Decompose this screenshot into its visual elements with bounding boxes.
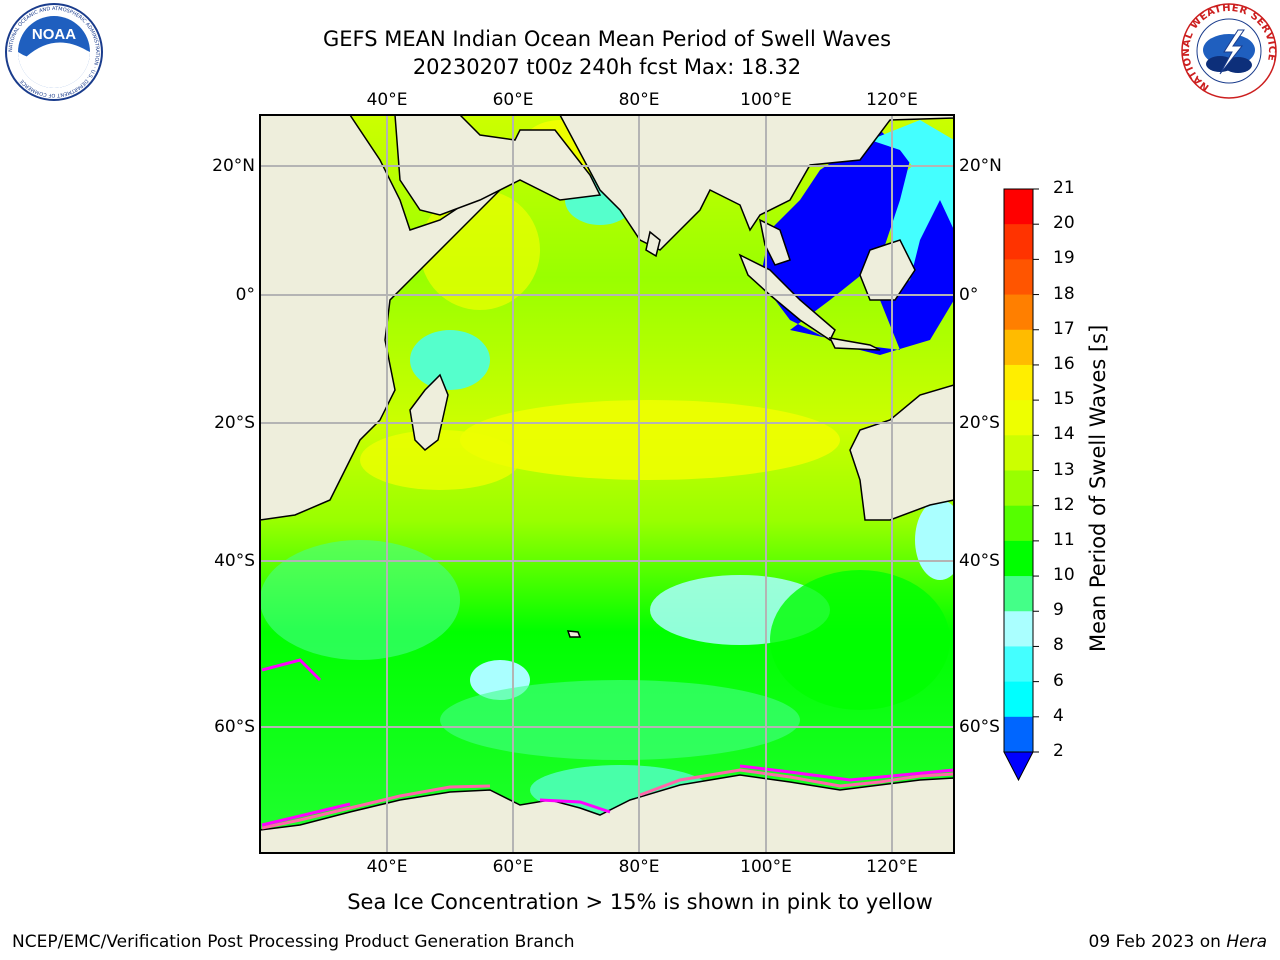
colorbar-segment	[1004, 505, 1033, 542]
sea-ice-fringe	[261, 658, 954, 830]
colorbar-segment	[1004, 576, 1033, 612]
lon-label-top-40e: 40°E	[366, 90, 408, 110]
swell-patches	[260, 120, 954, 815]
lon-label-top-80e: 80°E	[618, 90, 660, 110]
colorbar-tick-label: 12	[1053, 494, 1075, 515]
map-subtitle: 20230207 t00z 240h fcst Max: 18.32	[412, 55, 802, 79]
colorbar-tick-label: 20	[1053, 213, 1075, 234]
low-period-region	[760, 130, 954, 355]
colorbar-tick-label: 19	[1053, 248, 1075, 269]
lat-label-left-20s: 20°S	[214, 413, 255, 433]
lat-label-left-40s: 40°S	[214, 551, 255, 571]
colorbar-tick-label: 8	[1053, 635, 1064, 656]
lat-label-right-20n: 20°N	[959, 156, 1002, 176]
colorbar-tick-label: 21	[1053, 178, 1075, 198]
colorbar-segment	[1004, 400, 1033, 436]
colorbar-tick-label: 6	[1053, 670, 1064, 691]
colorbar-tick-label: 10	[1053, 565, 1075, 586]
lon-label-top-120e: 120°E	[866, 90, 918, 110]
colorbar-segment	[1004, 329, 1033, 366]
map-frame	[259, 114, 955, 854]
colorbar-segment	[1004, 611, 1033, 647]
colorbar-tick-label: 2	[1053, 741, 1064, 761]
lon-label-top-60e: 60°E	[492, 90, 534, 110]
noaa-logo: NOAA NATIONAL OCEANIC AND ATMOSPHERIC AD…	[5, 3, 103, 101]
lat-label-left-20n: 20°N	[212, 156, 255, 176]
colorbar-tick-label: 13	[1053, 459, 1075, 480]
colorbar-segment	[1004, 224, 1033, 260]
colorbar-tick-label: 9	[1053, 600, 1064, 621]
colorbar-segment	[1004, 189, 1033, 225]
lat-label-left-0: 0°	[235, 285, 255, 305]
colorbar-segment	[1004, 435, 1033, 471]
map-title: GEFS MEAN Indian Ocean Mean Period of Sw…	[322, 27, 892, 51]
colorbar-tick-label: 14	[1053, 424, 1075, 445]
colorbar-tick-label: 4	[1053, 705, 1064, 726]
colorbar-segment	[1004, 646, 1033, 683]
colorbar-tick-label: 17	[1053, 318, 1075, 339]
lon-label-bottom-120e: 120°E	[866, 857, 918, 877]
lat-label-left-60s: 60°S	[214, 717, 255, 737]
colorbar-tick-label: 15	[1053, 389, 1075, 410]
lat-label-right-60s: 60°S	[959, 717, 1000, 737]
colorbar	[1003, 188, 1039, 782]
colorbar-tick-label: 11	[1053, 529, 1075, 550]
colorbar-segment	[1004, 716, 1033, 753]
credit-host: Hera	[1226, 932, 1267, 952]
lon-label-bottom-40e: 40°E	[366, 857, 408, 877]
credit-right: 09 Feb 2023 on Hera	[1089, 932, 1267, 952]
graticule	[260, 115, 954, 853]
credit-left: NCEP/EMC/Verification Post Processing Pr…	[12, 932, 575, 952]
colorbar-segment	[1004, 259, 1033, 296]
lon-label-bottom-100e: 100°E	[740, 857, 792, 877]
colorbar-tick-label: 18	[1053, 283, 1075, 304]
lat-label-right-0: 0°	[959, 285, 979, 305]
colorbar-segment	[1004, 681, 1033, 718]
colorbar-tick-label: 16	[1053, 353, 1075, 374]
credit-date: 09 Feb 2023 on	[1088, 932, 1227, 952]
colorbar-label: Mean Period of Swell Waves [s]	[1086, 324, 1110, 652]
lat-label-right-20s: 20°S	[959, 413, 1000, 433]
lon-label-bottom-60e: 60°E	[492, 857, 534, 877]
lon-label-bottom-80e: 80°E	[618, 857, 660, 877]
colorbar-segment	[1004, 294, 1033, 331]
lon-label-top-100e: 100°E	[740, 90, 792, 110]
colorbar-segment	[1004, 540, 1033, 577]
sea-ice-note: Sea Ice Concentration > 15% is shown in …	[347, 890, 933, 914]
colorbar-segment	[1004, 364, 1033, 401]
colorbar-extend-arrow	[1003, 751, 1034, 782]
lat-label-right-40s: 40°S	[959, 551, 1000, 571]
colorbar-segment	[1004, 470, 1033, 507]
nws-logo: NATIONAL WEATHER SERVICE	[1181, 3, 1277, 99]
noaa-logo-text: NOAA	[32, 26, 76, 43]
